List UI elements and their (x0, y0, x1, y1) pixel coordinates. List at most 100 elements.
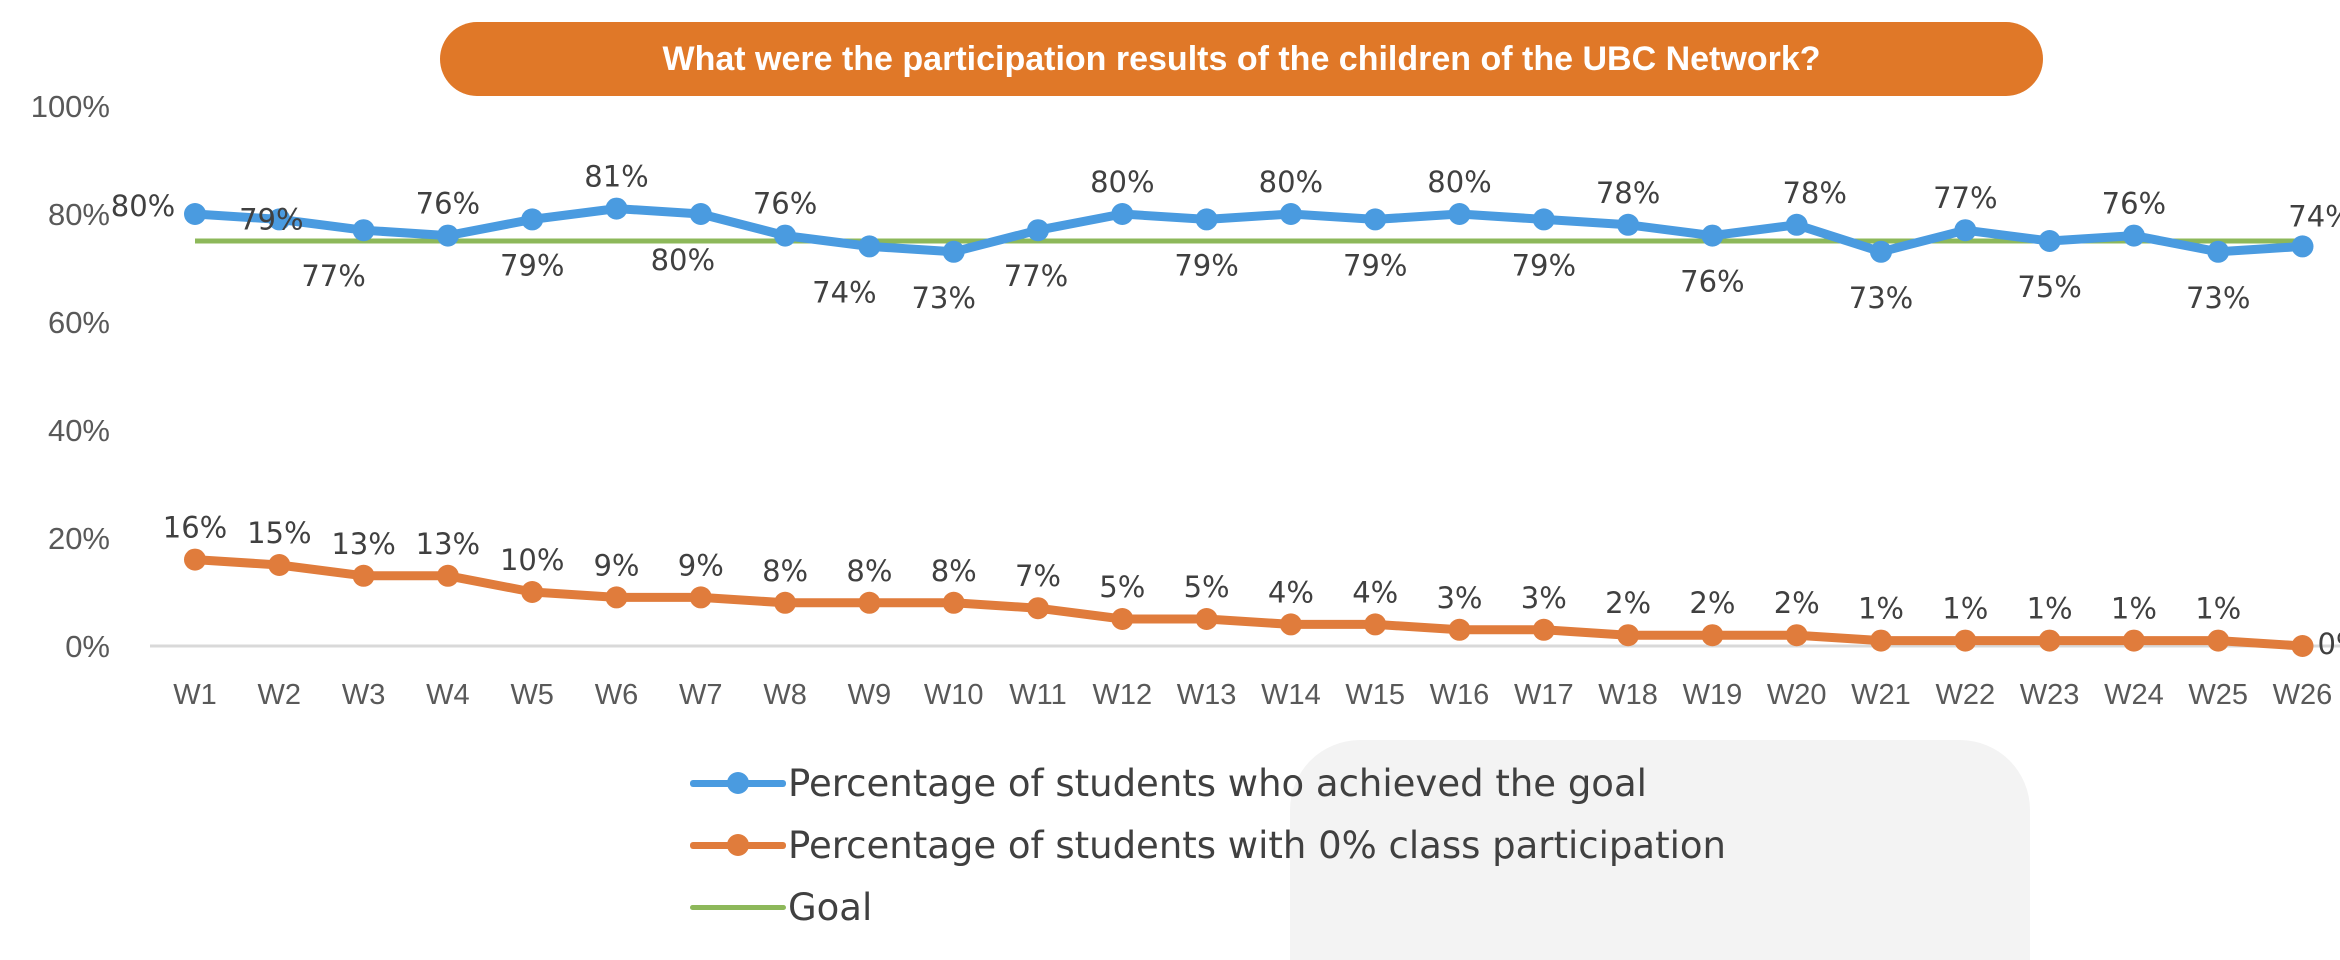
data-point (1954, 629, 1977, 652)
data-point (1870, 629, 1892, 652)
data-label: 74% (812, 275, 876, 309)
x-tick-label: W19 (1683, 679, 1743, 711)
data-point (184, 548, 206, 571)
data-label: 1% (2027, 592, 2073, 626)
data-point (1617, 624, 1640, 647)
legend-swatch-orange (690, 814, 786, 876)
legend-label: Percentage of students who achieved the … (788, 761, 1647, 805)
y-tick-label: 40% (48, 413, 110, 448)
data-point (1954, 219, 1977, 242)
data-label: 79% (1343, 248, 1407, 282)
data-label: 73% (911, 281, 975, 315)
data-label: 1% (2195, 592, 2241, 626)
data-label: 77% (1933, 181, 1997, 215)
data-label: 7% (1015, 559, 1061, 593)
x-tick-label: W13 (1177, 679, 1237, 711)
data-label: 15% (247, 516, 311, 550)
x-tick-label: W3 (342, 679, 386, 711)
x-tick-label: W7 (679, 679, 723, 711)
goal-achieved-series (184, 197, 2314, 263)
data-label: 10% (500, 543, 564, 577)
data-point (1532, 208, 1555, 231)
data-point (436, 564, 459, 587)
x-tick-label: W21 (1851, 679, 1911, 711)
data-point (1448, 618, 1471, 641)
data-point (521, 208, 544, 231)
data-label: 80% (111, 189, 175, 223)
data-label: 2% (1774, 586, 1820, 620)
x-tick-label: W11 (1009, 679, 1066, 711)
data-label: 13% (331, 527, 395, 561)
data-point (1195, 208, 1218, 231)
data-label: 2% (1605, 586, 1651, 620)
chart-title-banner: What were the participation results of t… (440, 22, 2043, 96)
legend-item-goal: Goal (690, 876, 1726, 938)
data-point (2038, 230, 2061, 252)
data-point (858, 591, 881, 614)
data-point (689, 586, 712, 609)
data-point (352, 219, 375, 242)
series-line (190, 555, 2307, 651)
x-tick-label: W9 (848, 679, 892, 711)
x-tick-label: W20 (1767, 679, 1827, 711)
x-tick-label: W2 (258, 679, 302, 711)
data-label: 0% (2317, 627, 2340, 661)
data-point (268, 208, 291, 231)
data-label: 73% (2186, 281, 2250, 315)
data-label: 73% (1849, 281, 1913, 315)
data-label: 78% (1596, 176, 1660, 210)
data-point (1027, 219, 1049, 242)
data-label: 79% (1512, 248, 1576, 282)
data-label: 1% (1858, 592, 1904, 626)
data-point (858, 235, 881, 258)
x-tick-label: W16 (1430, 679, 1490, 711)
data-point (1448, 203, 1471, 225)
x-tick-label: W5 (510, 679, 554, 711)
data-label: 9% (593, 548, 639, 582)
line-chart: 0% 20% 40% 60% 80% 100% W1 W2 W3 W4 W5 W6 W7 W8 W9 W10 W… (31, 89, 2340, 711)
x-tick-label: W8 (763, 679, 807, 711)
data-point (1279, 203, 1302, 225)
x-tick-label: W22 (1935, 679, 1995, 711)
data-label: 8% (846, 554, 892, 588)
data-label: 79% (500, 248, 564, 282)
legend-label: Goal (788, 885, 873, 929)
chart-title: What were the participation results of t… (662, 39, 1821, 78)
data-label: 76% (2102, 187, 2166, 221)
data-point (436, 224, 459, 247)
data-point (774, 591, 797, 614)
data-label: 5% (1099, 570, 1145, 604)
data-point (2122, 629, 2145, 652)
x-tick-label: W23 (2020, 679, 2080, 711)
data-label: 80% (651, 243, 715, 277)
y-tick-label: 100% (31, 89, 110, 124)
data-label: 16% (163, 511, 227, 545)
y-tick-label: 20% (48, 521, 110, 556)
data-point (1279, 613, 1302, 636)
legend-swatch-blue (690, 752, 786, 814)
legend-label: Percentage of students with 0% class par… (788, 823, 1726, 867)
axes: 0% 20% 40% 60% 80% 100% W1 W2 W3 W4 W5 W6 W7 W8 W9 W10 W… (31, 89, 2340, 711)
data-label: 8% (762, 554, 808, 588)
x-tick-label: W26 (2273, 679, 2333, 711)
data-label: 79% (1174, 248, 1238, 282)
data-point (1701, 624, 1724, 647)
data-label: 8% (931, 554, 977, 588)
legend-item-goal-achieved: Percentage of students who achieved the … (690, 752, 1726, 814)
data-point (1785, 624, 1808, 647)
series-line (190, 204, 2307, 257)
data-point (184, 203, 206, 225)
data-point (1111, 608, 1134, 630)
x-tick-label: W18 (1598, 679, 1658, 711)
data-label: 79% (239, 202, 303, 236)
data-point (2291, 235, 2314, 258)
data-label: 75% (2017, 270, 2081, 304)
data-point (1870, 240, 1892, 263)
data-point (605, 586, 628, 609)
data-point (2207, 240, 2230, 263)
x-tick-label: W6 (595, 679, 639, 711)
data-label: 80% (1090, 165, 1154, 199)
data-point (268, 554, 291, 576)
data-label: 74% (2288, 199, 2340, 233)
x-tick-label: W1 (173, 679, 217, 711)
